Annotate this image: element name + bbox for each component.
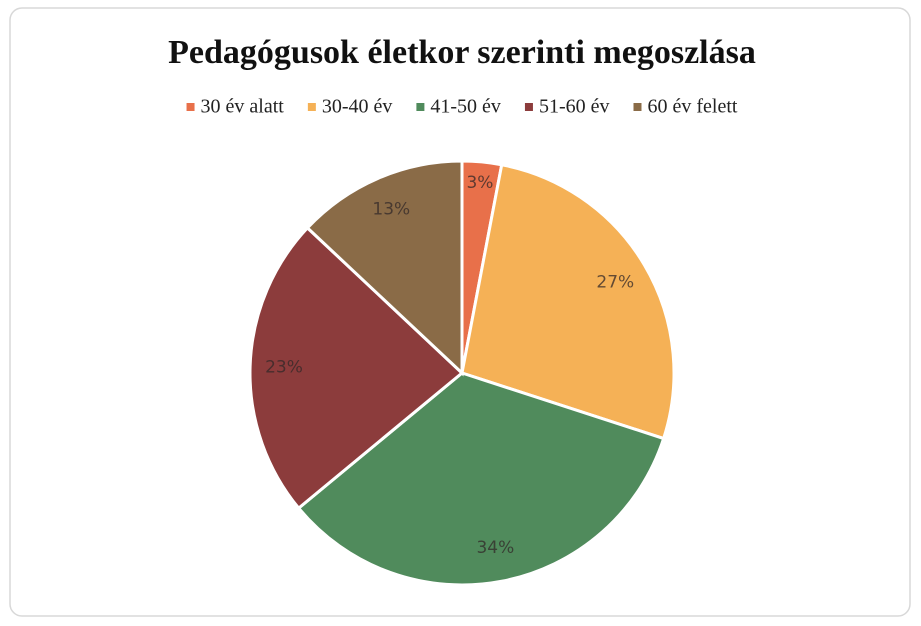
data-label: 27%	[596, 272, 634, 292]
legend-marker	[524, 103, 533, 111]
pie-slice	[460, 162, 676, 441]
legend-label: 30 év alatt	[201, 96, 285, 118]
pie-slice	[248, 225, 465, 511]
legend-label: 30-40 év	[322, 96, 393, 118]
legend-marker	[186, 103, 195, 111]
legend-marker	[416, 103, 425, 111]
data-label: 34%	[476, 538, 514, 558]
legend-label: 60 év felett	[647, 96, 737, 118]
legend: 30 év alatt 30-40 év 41-50 év 51-60 év 60 év…	[186, 96, 738, 118]
data-label: 23%	[265, 357, 303, 377]
pie-slice	[296, 371, 666, 587]
legend-marker	[633, 103, 642, 111]
legend-marker	[307, 103, 316, 111]
legend-label: 51-60 év	[539, 96, 610, 118]
legend-label: 41-50 év	[430, 96, 501, 118]
data-label: 13%	[372, 200, 410, 220]
pie: 3% 27% 34% 23% 13%	[248, 159, 676, 587]
chart-title: Pedagógusok életkor szerinti megoszlása	[168, 34, 756, 71]
data-label: 3%	[466, 173, 493, 193]
pie-slice	[305, 159, 464, 377]
